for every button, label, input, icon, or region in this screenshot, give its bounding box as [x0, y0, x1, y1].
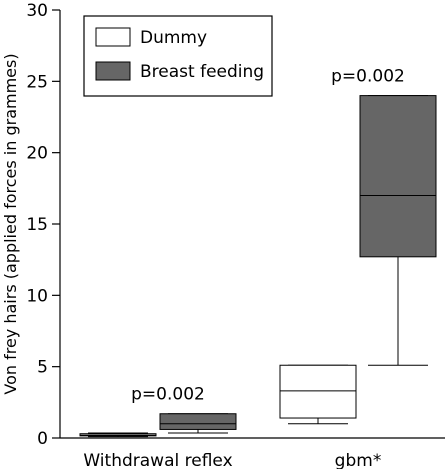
legend-label: Dummy [140, 28, 207, 48]
y-tick-label: 20 [26, 144, 48, 164]
legend-swatch [95, 61, 131, 81]
p-value-annotation: p=0.002 [131, 385, 205, 405]
y-axis-label: Von frey hairs (applied forces in gramme… [1, 53, 20, 394]
legend-label: Breast feeding [140, 62, 264, 82]
box-iqr [159, 413, 237, 430]
y-tick-label: 15 [26, 215, 48, 235]
y-tick-label: 0 [37, 429, 48, 449]
box-iqr [359, 95, 437, 258]
boxes: p=0.002 p=0.002 [79, 67, 437, 438]
box-iqr [279, 364, 357, 419]
x-tick-label: Withdrawal reflex [83, 451, 232, 469]
legend: Dummy Breast feeding [83, 15, 273, 97]
y-tick-label: 10 [26, 286, 48, 306]
y-tick-label: 5 [37, 358, 48, 378]
box-breast-feeding [359, 95, 437, 366]
box-breast-feeding [159, 413, 237, 434]
y-tick-label: 30 [26, 1, 48, 21]
p-value-annotation: p=0.002 [331, 67, 405, 87]
y-tick-label: 25 [26, 72, 48, 92]
x-tick-label: gbm* [335, 451, 382, 469]
box-dummy [79, 432, 157, 438]
legend-swatch [95, 27, 131, 47]
box-dummy [279, 364, 357, 425]
